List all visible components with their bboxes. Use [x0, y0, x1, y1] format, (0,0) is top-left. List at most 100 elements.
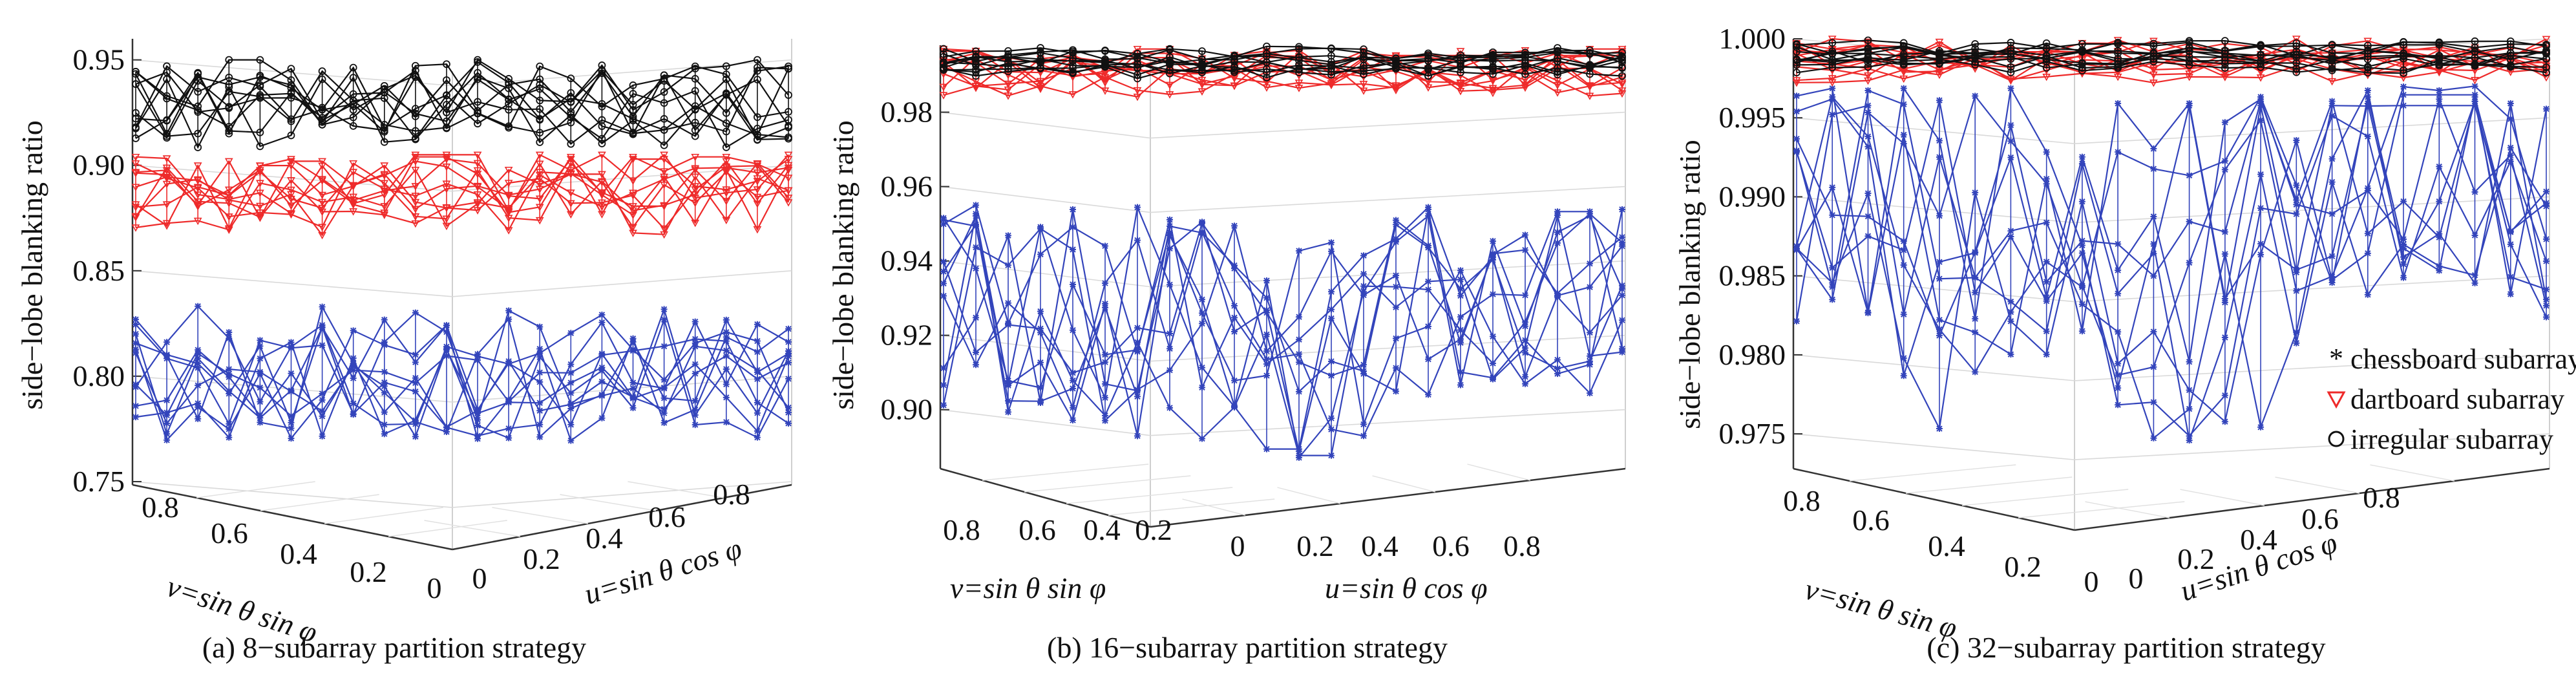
data-point	[380, 180, 389, 187]
u-axis-line	[1150, 467, 1626, 528]
data-point	[195, 415, 202, 422]
mesh-line	[135, 166, 789, 224]
data-point	[2186, 437, 2193, 444]
data-point	[2293, 266, 2300, 273]
data-point	[691, 166, 700, 175]
data-point	[132, 349, 139, 356]
data-point	[1793, 245, 1800, 252]
data-point	[1037, 400, 1044, 407]
floor-grid-line	[1182, 498, 1246, 516]
data-point	[1360, 45, 1367, 54]
data-point	[660, 385, 668, 392]
data-point	[2328, 276, 2336, 283]
data-point	[2507, 240, 2514, 248]
data-point	[318, 120, 326, 129]
data-point	[2436, 234, 2443, 241]
data-point	[2328, 56, 2336, 65]
data-point	[443, 60, 450, 69]
mesh-line	[135, 59, 789, 126]
data-point	[287, 191, 295, 199]
data-point	[2007, 298, 2014, 305]
data-point	[1457, 276, 1464, 283]
data-point	[473, 200, 482, 208]
data-point	[1425, 286, 1431, 293]
data-point	[567, 330, 575, 337]
data-point	[723, 394, 730, 401]
data-point	[1263, 356, 1270, 363]
floor-grid-line	[628, 481, 724, 498]
data-point	[754, 367, 761, 374]
data-point	[2007, 69, 2015, 76]
data-point	[1133, 87, 1142, 95]
data-point	[1522, 292, 1528, 299]
data-point	[256, 82, 264, 91]
z-grid-line	[940, 111, 1151, 139]
data-point	[2007, 47, 2015, 55]
data-point	[195, 355, 202, 362]
data-point	[2043, 328, 2050, 335]
data-point	[629, 379, 637, 387]
data-point	[411, 213, 420, 221]
data-point	[598, 171, 606, 179]
data-point	[567, 140, 575, 148]
u-axis-label: u=sin θ cos φ	[1325, 571, 1488, 604]
data-point	[2042, 63, 2051, 72]
data-point	[132, 80, 140, 88]
z-tick-label: 0.990	[1719, 180, 1786, 213]
data-point	[350, 400, 357, 407]
data-point	[2328, 210, 2336, 217]
data-point	[1036, 80, 1045, 87]
data-point	[1793, 61, 1800, 69]
data-point	[319, 390, 326, 397]
data-point	[2150, 363, 2157, 370]
data-point	[163, 129, 171, 138]
data-point	[536, 114, 544, 123]
data-point	[2543, 296, 2550, 303]
data-point	[723, 347, 730, 354]
data-point	[1230, 67, 1238, 75]
data-point	[2471, 48, 2479, 56]
data-point	[535, 204, 544, 211]
data-point	[1004, 65, 1012, 73]
data-point	[256, 215, 264, 222]
data-point	[536, 400, 544, 407]
data-point	[1294, 85, 1304, 92]
data-point	[1167, 281, 1173, 288]
data-point	[598, 134, 606, 143]
data-point	[1070, 224, 1076, 231]
v-tick-label: 0.6	[1852, 504, 1890, 537]
data-point	[256, 56, 264, 64]
mesh-line	[1795, 88, 2547, 440]
data-point	[193, 217, 202, 226]
data-point	[2400, 66, 2407, 74]
data-point	[164, 431, 171, 438]
data-point	[1198, 55, 1206, 63]
data-point	[380, 209, 389, 217]
data-point	[442, 164, 451, 171]
data-point	[2185, 57, 2193, 65]
u-tick-label: 0.6	[1432, 529, 1470, 562]
data-point	[2115, 290, 2122, 297]
data-point	[381, 431, 388, 438]
data-point	[2543, 302, 2550, 309]
mesh-line	[943, 213, 1623, 460]
v-tick-label: 0.2	[2004, 550, 2042, 583]
data-point	[131, 224, 140, 232]
data-point	[256, 142, 264, 151]
data-point	[1296, 359, 1302, 366]
data-point	[2043, 297, 2050, 304]
data-point	[2221, 250, 2228, 257]
floor-grid-line	[388, 520, 507, 537]
data-point	[2186, 259, 2193, 266]
data-point	[1490, 237, 1496, 244]
data-point	[1828, 58, 1837, 66]
z-tick-label: 0.90	[881, 393, 933, 426]
surface-irregular-subarray	[132, 56, 792, 151]
data-point	[660, 71, 668, 80]
floor-grid-line	[196, 481, 315, 498]
mesh-line	[943, 65, 1623, 80]
data-point	[2363, 55, 2372, 63]
data-point	[567, 113, 575, 122]
data-point	[2400, 54, 2407, 63]
v-tick-label: 0	[427, 571, 442, 604]
